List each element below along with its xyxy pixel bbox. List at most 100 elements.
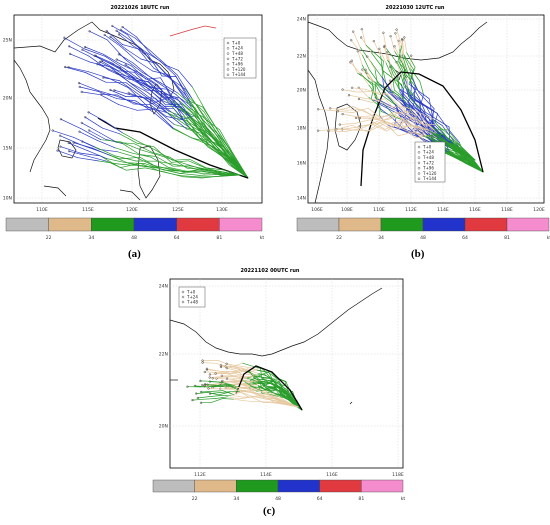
track-marker xyxy=(389,35,392,38)
ensemble-track-segment xyxy=(101,60,119,72)
ensemble-track-segment xyxy=(205,119,221,131)
legend-marker-diamond xyxy=(226,62,230,66)
ensemble-track-segment xyxy=(162,96,178,99)
ensemble-track-segment xyxy=(352,129,371,131)
ensemble-track-segment xyxy=(157,64,173,82)
colorbar-segment xyxy=(48,217,92,232)
ensemble-track-segment xyxy=(357,50,363,66)
ensemble-track-segment xyxy=(96,140,116,149)
ensemble-track-segment xyxy=(133,71,151,88)
track-marker xyxy=(80,121,83,124)
track-marker xyxy=(204,383,207,386)
track-marker xyxy=(191,399,194,402)
ensemble-track-segment xyxy=(190,108,206,119)
ensemble-track-segment xyxy=(227,384,239,391)
ensemble-track-segment xyxy=(177,92,196,109)
ensemble-track-segment xyxy=(317,108,337,112)
track-marker xyxy=(105,29,108,33)
ensemble-track-segment xyxy=(387,124,418,135)
ensemble-track-segment xyxy=(441,125,455,142)
ensemble-track-segment xyxy=(410,55,412,69)
ensemble-track-segment xyxy=(189,116,205,133)
ensemble-track-segment xyxy=(218,381,232,384)
ensemble-track-segment xyxy=(260,395,274,401)
ensemble-track-segment xyxy=(403,55,411,71)
ensemble-track-segment xyxy=(95,55,114,64)
ensemble-track-segment xyxy=(410,125,425,130)
ensemble-track-segment xyxy=(430,108,435,125)
ensemble-track-segment xyxy=(222,171,241,176)
ensemble-track-segment xyxy=(209,392,221,394)
ensemble-track-segment xyxy=(120,64,140,74)
ensemble-track-segment xyxy=(365,88,380,95)
track-marker xyxy=(214,372,217,375)
ensemble-track-segment xyxy=(385,47,399,65)
ensemble-track-segment xyxy=(265,395,277,401)
track-marker xyxy=(327,129,330,132)
track-marker xyxy=(208,373,211,376)
ensemble-track-segment xyxy=(179,161,201,169)
ensemble-track-segment xyxy=(172,127,193,139)
ensemble-track-segment xyxy=(166,116,184,121)
ensemble-track-segment xyxy=(172,158,190,161)
ensemble-track-segment xyxy=(327,130,345,132)
ensemble-track-segment xyxy=(237,365,253,369)
legend-marker-cross xyxy=(181,295,185,299)
ensemble-track-segment xyxy=(108,69,130,80)
track-marker xyxy=(357,97,361,101)
ensemble-track-segment xyxy=(351,87,367,90)
legend-entry: T+0 xyxy=(186,289,196,294)
ensemble-track-segment xyxy=(410,117,425,123)
legend-entry: T+0 xyxy=(231,40,241,45)
track-marker xyxy=(124,63,127,66)
ensemble-track-segment xyxy=(124,58,143,73)
ensemble-track-segment xyxy=(73,142,93,149)
ensemble-track-segment xyxy=(161,75,177,77)
ensemble-track-segment xyxy=(205,167,224,173)
ensemble-track-segment xyxy=(397,117,412,127)
ensemble-track-segment xyxy=(175,107,195,116)
ensemble-track-segment xyxy=(365,69,374,82)
ensemble-track-segment xyxy=(366,72,376,84)
ensemble-track-segment xyxy=(89,30,108,41)
ensemble-track-segment xyxy=(352,107,369,113)
ensemble-track-segment xyxy=(148,81,169,100)
legend-marker-diamond xyxy=(417,166,421,170)
colorbar-label: 64 xyxy=(462,235,468,241)
ensemble-track-segment xyxy=(200,391,213,393)
panel-c-grid xyxy=(170,279,403,468)
ensemble-track-segment xyxy=(370,52,383,68)
ensemble-track-segment xyxy=(99,149,118,153)
ensemble-track-segment xyxy=(154,97,169,111)
ensemble-track-segment xyxy=(385,121,399,127)
ensemble-track-segment xyxy=(202,362,217,364)
ensemble-track-segment xyxy=(387,51,391,66)
ensemble-track-segment xyxy=(348,94,364,99)
colorbar-label: 34 xyxy=(88,235,94,241)
track-marker xyxy=(68,52,72,55)
ensemble-track-segment xyxy=(127,34,143,53)
track-marker xyxy=(115,29,118,32)
ensemble-track-segment xyxy=(368,77,390,92)
ensemble-track-segment xyxy=(354,119,371,124)
ensemble-track-segment xyxy=(194,107,214,139)
legend-marker-star xyxy=(417,177,421,181)
ensemble-track-segment xyxy=(104,34,121,47)
track-marker xyxy=(350,86,354,89)
ensemble-track-segment xyxy=(404,118,424,137)
ensemble-track-segment xyxy=(413,125,430,131)
ensemble-track-segment xyxy=(357,115,373,118)
ensemble-track-segment xyxy=(234,365,243,372)
colorbar-segment xyxy=(296,217,340,232)
ensemble-track-segment xyxy=(409,69,416,85)
ensemble-track-segment xyxy=(105,121,123,134)
ensemble-track-segment xyxy=(376,99,392,108)
track-marker xyxy=(382,31,385,34)
ensemble-track-segment xyxy=(391,90,406,102)
ensemble-track-segment xyxy=(277,397,289,403)
ensemble-track-segment xyxy=(393,125,411,131)
ensemble-track-segment xyxy=(420,116,435,131)
ensemble-track-segment xyxy=(183,97,201,121)
ensemble-track-segment xyxy=(208,388,222,390)
ensemble-track-segment xyxy=(118,163,139,167)
